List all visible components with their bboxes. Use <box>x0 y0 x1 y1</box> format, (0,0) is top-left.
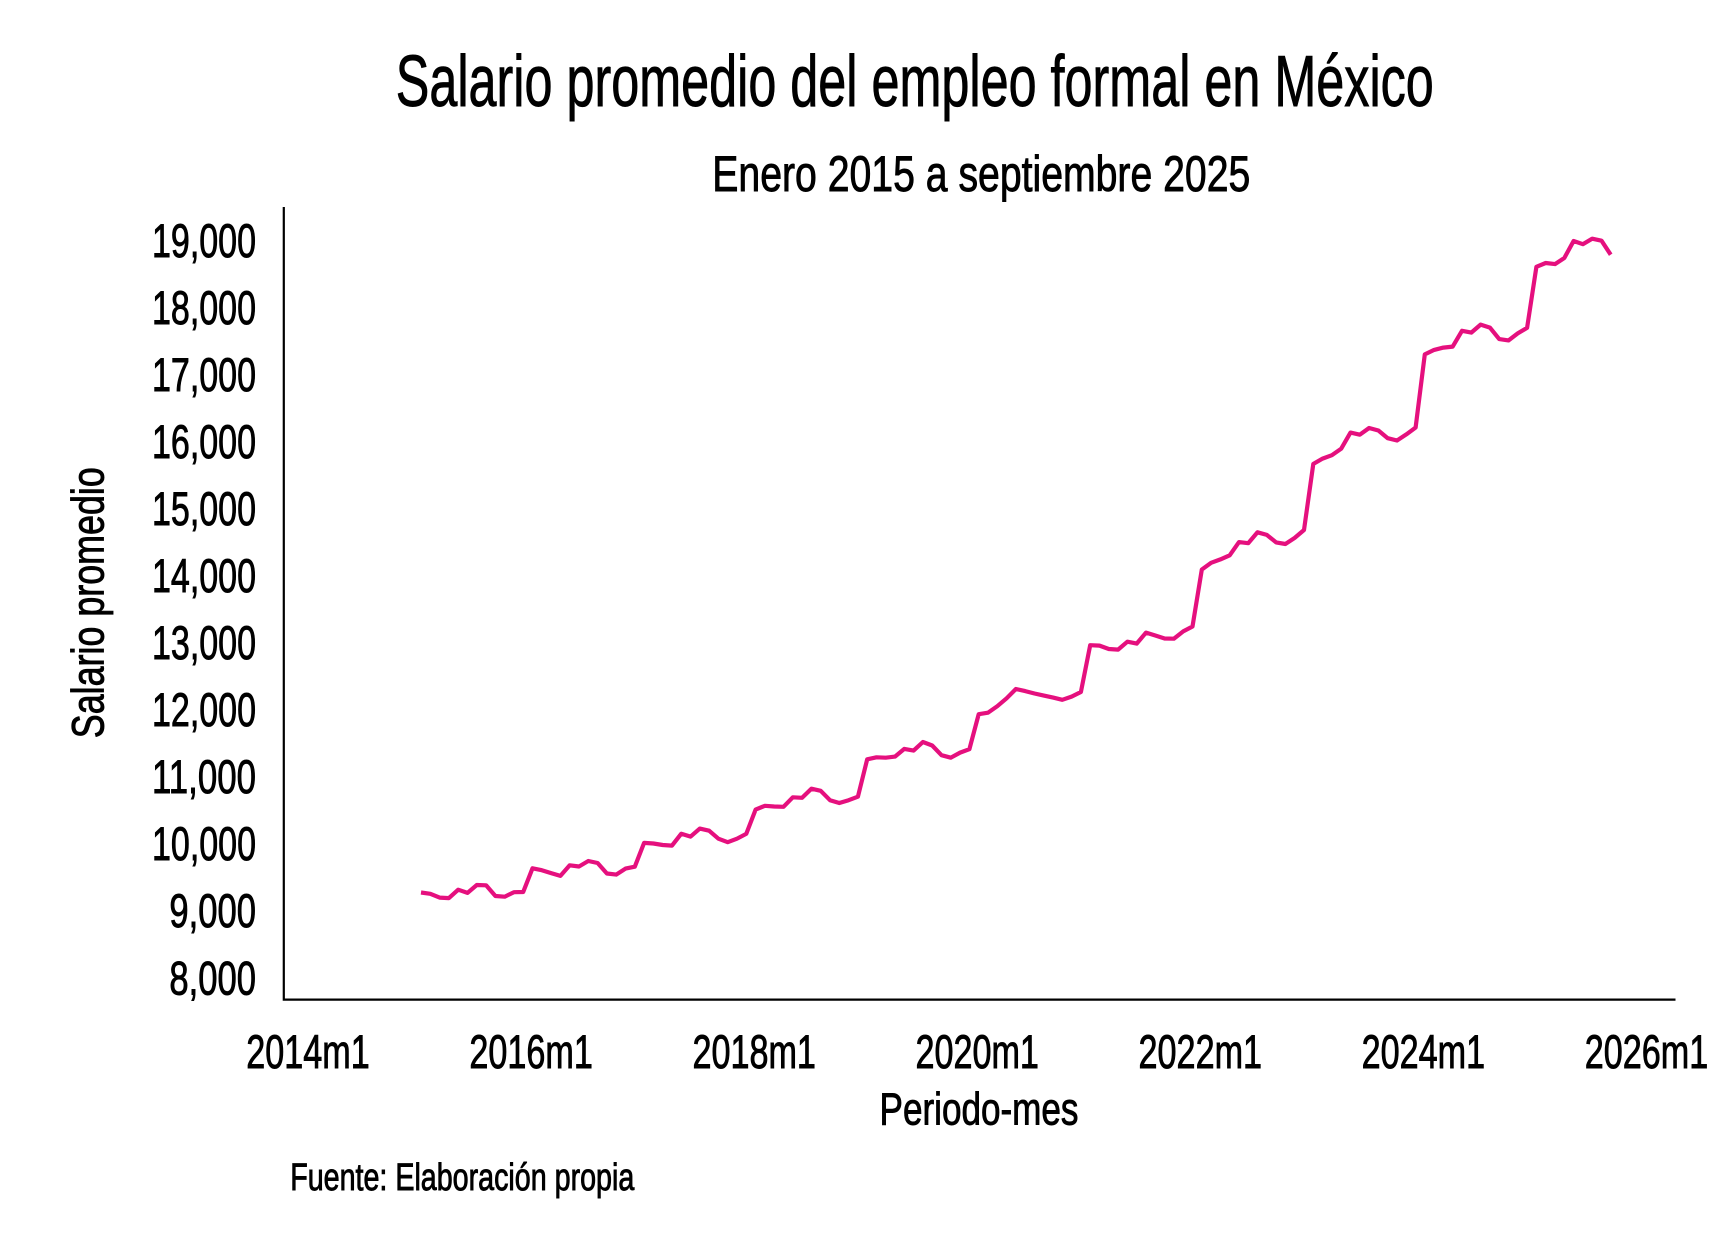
svg-text:13,000: 13,000 <box>152 616 256 669</box>
svg-text:9,000: 9,000 <box>169 884 256 937</box>
svg-text:2022m1: 2022m1 <box>1139 1025 1263 1078</box>
svg-text:2024m1: 2024m1 <box>1362 1025 1486 1078</box>
svg-text:2016m1: 2016m1 <box>469 1025 593 1078</box>
svg-text:15,000: 15,000 <box>152 482 256 535</box>
svg-text:11,000: 11,000 <box>152 750 256 803</box>
svg-text:12,000: 12,000 <box>152 683 256 736</box>
svg-text:Periodo-mes: Periodo-mes <box>880 1083 1079 1134</box>
svg-text:16,000: 16,000 <box>152 415 256 468</box>
svg-text:17,000: 17,000 <box>152 348 256 401</box>
svg-text:2026m1: 2026m1 <box>1585 1025 1709 1078</box>
svg-text:Salario promedio: Salario promedio <box>63 467 114 738</box>
svg-text:19,000: 19,000 <box>152 214 256 267</box>
svg-text:8,000: 8,000 <box>169 951 256 1004</box>
svg-text:2020m1: 2020m1 <box>915 1025 1039 1078</box>
svg-text:18,000: 18,000 <box>152 281 256 334</box>
svg-text:2018m1: 2018m1 <box>692 1025 816 1078</box>
svg-text:Fuente: Elaboración propia: Fuente: Elaboración propia <box>290 1156 634 1198</box>
svg-text:2014m1: 2014m1 <box>246 1025 370 1078</box>
svg-text:14,000: 14,000 <box>152 549 256 602</box>
svg-text:Salario promedio del empleo fo: Salario promedio del empleo formal en Mé… <box>396 41 1434 122</box>
svg-text:10,000: 10,000 <box>152 817 256 870</box>
svg-text:Enero 2015 a septiembre 2025: Enero 2015 a septiembre 2025 <box>712 146 1250 202</box>
